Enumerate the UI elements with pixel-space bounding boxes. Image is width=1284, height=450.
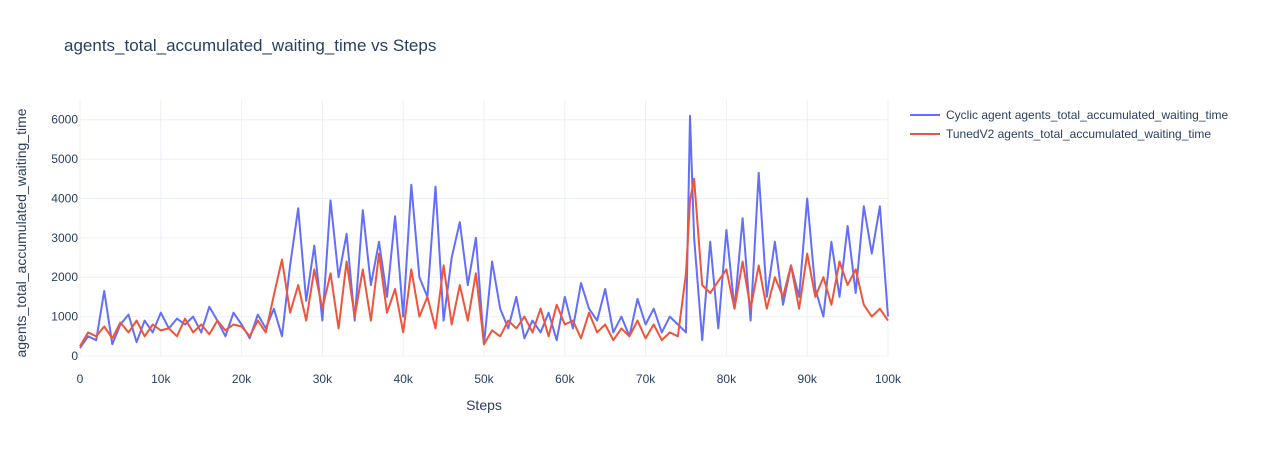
x-tick-label: 0: [77, 372, 84, 386]
x-tick-label: 20k: [232, 372, 252, 386]
x-tick-label: 80k: [717, 372, 737, 386]
y-tick-label: 6000: [51, 113, 78, 127]
x-tick-label: 100k: [875, 372, 902, 386]
y-tick-label: 4000: [51, 191, 78, 205]
x-tick-label: 70k: [636, 372, 656, 386]
y-tick-label: 2000: [51, 270, 78, 284]
y-axis-title: agents_total_accumulated_waiting_time: [13, 108, 29, 357]
legend: Cyclic agent agents_total_accumulated_wa…: [910, 108, 1228, 141]
legend-label-cyclic: Cyclic agent agents_total_accumulated_wa…: [946, 108, 1228, 122]
series-layer: [79, 114, 889, 349]
x-tick-label: 10k: [151, 372, 171, 386]
chart-title: agents_total_accumulated_waiting_time vs…: [64, 36, 436, 55]
x-axis-title: Steps: [466, 397, 502, 413]
y-tick-label: 1000: [51, 310, 78, 324]
series-line-tunedv2[interactable]: [79, 177, 889, 347]
x-tick-label: 50k: [474, 372, 494, 386]
y-tick-label: 3000: [51, 231, 78, 245]
legend-item-tunedv2[interactable]: TunedV2 agents_total_accumulated_waiting…: [910, 127, 1211, 141]
series-line-cyclic[interactable]: [79, 114, 889, 349]
legend-item-cyclic[interactable]: Cyclic agent agents_total_accumulated_wa…: [910, 108, 1228, 122]
y-tick-label: 0: [71, 349, 78, 363]
x-tick-label: 30k: [313, 372, 333, 386]
x-tick-label: 40k: [394, 372, 414, 386]
x-tick-label: 60k: [555, 372, 575, 386]
x-tick-label: 90k: [798, 372, 818, 386]
y-tick-labels: 0 1000 2000 3000 4000 5000 6000: [51, 113, 78, 363]
y-tick-label: 5000: [51, 152, 78, 166]
legend-label-tunedv2: TunedV2 agents_total_accumulated_waiting…: [946, 127, 1211, 141]
x-tick-labels: 0 10k 20k 30k 40k 50k 60k 70k 80k 90k 100k: [77, 372, 902, 386]
